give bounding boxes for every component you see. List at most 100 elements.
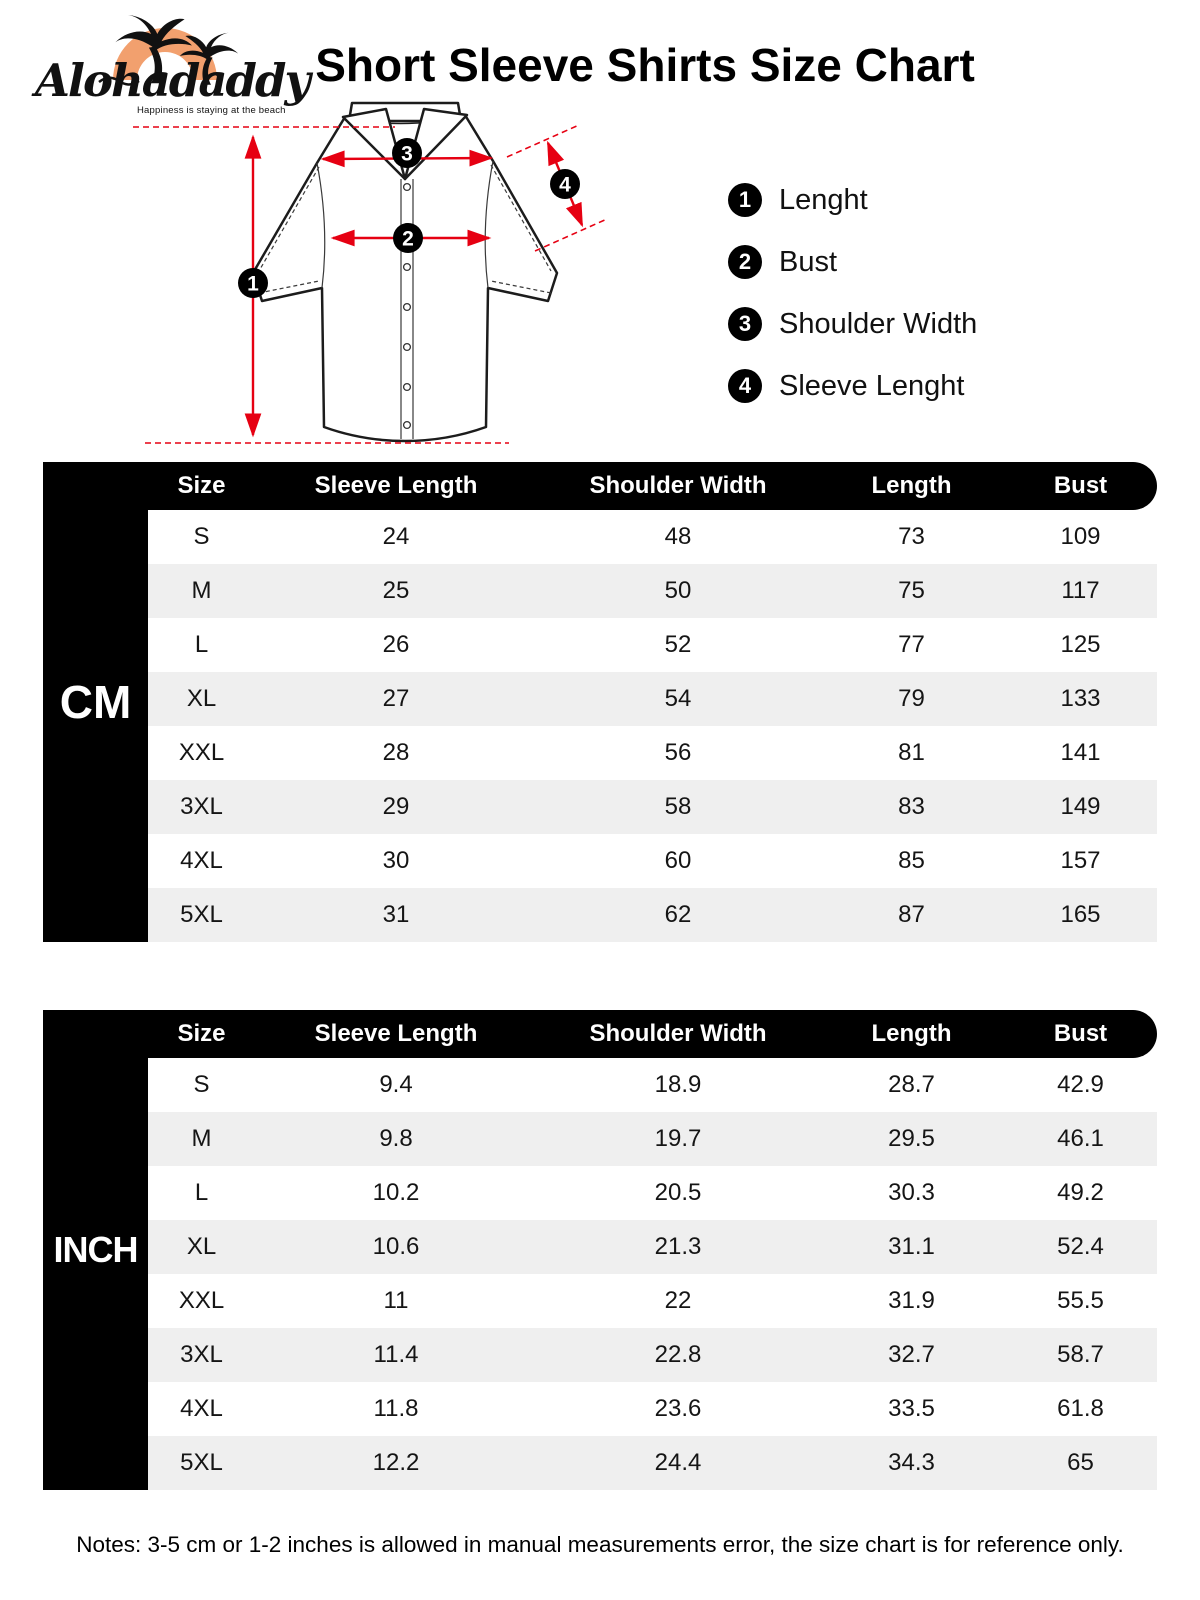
table-cell: 52 <box>664 631 692 658</box>
brand-logo: Alohadaddy Happiness is staying at the b… <box>35 8 311 123</box>
table-cell: 12.2 <box>372 1449 420 1476</box>
table-row: M 9.8 19.7 29.5 46.1 <box>148 1112 1157 1166</box>
size-table-cm: CM Size Sleeve Length Shoulder Width Len… <box>43 462 1157 942</box>
table-cell: 83 <box>898 793 925 820</box>
table-cell: 56 <box>664 739 692 766</box>
table-cell: 48 <box>664 523 692 550</box>
table-cell: 46.1 <box>1057 1125 1104 1152</box>
table-cell: 11.8 <box>373 1395 419 1422</box>
table-cell: 18.9 <box>654 1071 702 1098</box>
sun-icon <box>113 28 217 80</box>
table-row: 5XL 12.2 24.4 34.3 65 <box>148 1436 1157 1490</box>
wave-icon <box>98 76 140 86</box>
table-cell: 28.7 <box>888 1071 935 1098</box>
table-cell: 87 <box>898 901 925 928</box>
table-cell: 31 <box>382 901 410 928</box>
table-cell: L <box>194 1179 209 1206</box>
header-bust: Bust <box>1053 472 1108 499</box>
table-cell: 117 <box>1061 577 1100 604</box>
table-cell: XXL <box>178 1287 225 1314</box>
table-cell: 9.4 <box>379 1071 413 1098</box>
table-cell: 31.9 <box>888 1287 935 1314</box>
table-cell: 77 <box>898 631 925 658</box>
legend-item-length: 1 Lenght <box>728 182 977 218</box>
badge-2: 2 <box>402 228 414 251</box>
table-cell: 79 <box>898 685 925 712</box>
table-cell: 52.4 <box>1057 1233 1104 1260</box>
table-row: M 25 50 75 117 <box>148 564 1157 618</box>
header-shoulder-width: Shoulder Width <box>589 472 767 499</box>
table-row: L 26 52 77 125 <box>148 618 1157 672</box>
table-cell: L <box>194 631 209 658</box>
table-cell: 24.4 <box>654 1449 702 1476</box>
table-cell: 10.2 <box>372 1179 420 1206</box>
table-cell: 149 <box>1060 793 1101 820</box>
table-row: S 24 48 73 109 <box>148 510 1157 564</box>
table-cell: 60 <box>664 847 692 874</box>
table-cell: S <box>193 523 210 550</box>
measurement-legend: 1 Lenght 2 Bust 3 Shoulder Width 4 Sleev… <box>728 182 977 430</box>
header-length: Length <box>871 1020 952 1047</box>
legend-label: Sleeve Lenght <box>779 369 965 402</box>
table-cell: 31.1 <box>888 1233 935 1260</box>
header-bust: Bust <box>1053 1020 1108 1047</box>
table-cell: 50 <box>664 577 692 604</box>
table-row: XL 10.6 21.3 31.1 52.4 <box>148 1220 1157 1274</box>
unit-column: CM <box>43 462 148 942</box>
table-cell: 29.5 <box>888 1125 935 1152</box>
table-cell: 61.8 <box>1057 1395 1104 1422</box>
table-cell: 141 <box>1060 739 1101 766</box>
notes-text: Notes: 3-5 cm or 1-2 inches is allowed i… <box>76 1532 1124 1557</box>
header-size: Size <box>177 472 226 499</box>
legend-label: Shoulder Width <box>779 307 978 340</box>
size-table-inch: INCH Size Sleeve Length Shoulder Width L… <box>43 1010 1157 1490</box>
table-cell: 55.5 <box>1057 1287 1104 1314</box>
badge-3: 3 <box>401 143 413 166</box>
table-row: XXL 11 22 31.9 55.5 <box>148 1274 1157 1328</box>
header-shoulder-width: Shoulder Width <box>589 1020 767 1047</box>
shirt-seams <box>258 160 552 439</box>
palm-tree-icon <box>115 15 192 84</box>
table-cell: 75 <box>898 577 925 604</box>
table-cell: 27 <box>382 685 410 712</box>
table-cell: 24 <box>382 523 410 550</box>
table-cell: 21.3 <box>654 1233 702 1260</box>
table-body: S 9.4 18.9 28.7 42.9 M 9.8 19.7 29.5 46.1 L 10.2 20.… <box>148 1058 1157 1490</box>
table-cell: 23.6 <box>654 1395 702 1422</box>
table-cell: M <box>191 577 212 604</box>
header-length: Length <box>871 472 952 499</box>
table-cell: 30 <box>382 847 410 874</box>
table-cell: 32.7 <box>888 1341 935 1368</box>
table-cell: 33.5 <box>888 1395 935 1422</box>
table-cell: 125 <box>1060 631 1101 658</box>
brand-name: Alohadaddy <box>35 54 311 107</box>
table-cell: 22 <box>664 1287 692 1314</box>
badge-1: 1 <box>247 273 259 296</box>
table-row: 5XL 31 62 87 165 <box>148 888 1157 942</box>
measurement-badges: 1 2 3 4 <box>238 138 580 298</box>
table-cell: 58.7 <box>1057 1341 1104 1368</box>
table-cell: 26 <box>382 631 410 658</box>
table-cell: M <box>191 1125 212 1152</box>
table-body: S 24 48 73 109 M 25 50 75 117 L 26 52 77 125 XL 27 54 79 13… <box>148 510 1157 942</box>
table-cell: 9.8 <box>379 1125 413 1152</box>
table-cell: 133 <box>1060 685 1101 712</box>
table-cell: 20.5 <box>654 1179 702 1206</box>
table-cell: 5XL <box>180 1449 223 1476</box>
table-cell: 28 <box>382 739 410 766</box>
unit-label-inch: INCH <box>53 1229 139 1270</box>
badge-4: 4 <box>559 174 571 197</box>
legend-item-shoulder-width: 3 Shoulder Width <box>728 306 977 342</box>
table-cell: 34.3 <box>888 1449 935 1476</box>
table-cell: 157 <box>1060 847 1101 874</box>
legend-badge-1: 1 <box>728 183 762 217</box>
table-header-row: Size Sleeve Length Shoulder Width Length… <box>43 1010 1157 1058</box>
table-row: XL 27 54 79 133 <box>148 672 1157 726</box>
legend-item-bust: 2 Bust <box>728 244 977 280</box>
unit-label-cm: CM <box>59 676 132 728</box>
table-cell: 19.7 <box>654 1125 702 1152</box>
table-row: XXL 28 56 81 141 <box>148 726 1157 780</box>
table-cell: 58 <box>664 793 692 820</box>
table-cell: XXL <box>178 739 225 766</box>
table-cell: 5XL <box>180 901 223 928</box>
